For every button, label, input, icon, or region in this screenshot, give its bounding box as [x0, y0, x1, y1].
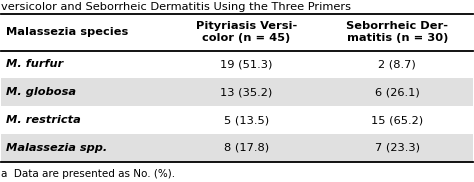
Bar: [1, 51, 473, 78]
Text: 6 (26.1): 6 (26.1): [375, 87, 419, 97]
Text: 7 (23.3): 7 (23.3): [375, 143, 419, 153]
Text: M. furfur: M. furfur: [6, 60, 64, 70]
Text: 15 (65.2): 15 (65.2): [371, 115, 423, 125]
Text: 2 (8.7): 2 (8.7): [378, 60, 416, 70]
Text: Malassezia species: Malassezia species: [6, 27, 128, 37]
Text: 5 (13.5): 5 (13.5): [224, 115, 269, 125]
Text: 13 (35.2): 13 (35.2): [220, 87, 273, 97]
Text: M. globosa: M. globosa: [6, 87, 76, 97]
Text: 19 (51.3): 19 (51.3): [220, 60, 273, 70]
Text: versicolor and Seborrheic Dermatitis Using the Three Primers: versicolor and Seborrheic Dermatitis Usi…: [1, 2, 351, 12]
Bar: [1, 134, 473, 162]
Bar: [1, 106, 473, 134]
Bar: [1, 78, 473, 106]
Text: a  Data are presented as No. (%).: a Data are presented as No. (%).: [1, 169, 175, 179]
Text: Malassezia spp.: Malassezia spp.: [6, 143, 107, 153]
Text: Pityriasis Versi-
color (n = 45): Pityriasis Versi- color (n = 45): [196, 21, 297, 43]
Text: Seborrheic Der-
matitis (n = 30): Seborrheic Der- matitis (n = 30): [346, 21, 448, 43]
Text: M. restricta: M. restricta: [6, 115, 81, 125]
Text: 8 (17.8): 8 (17.8): [224, 143, 269, 153]
